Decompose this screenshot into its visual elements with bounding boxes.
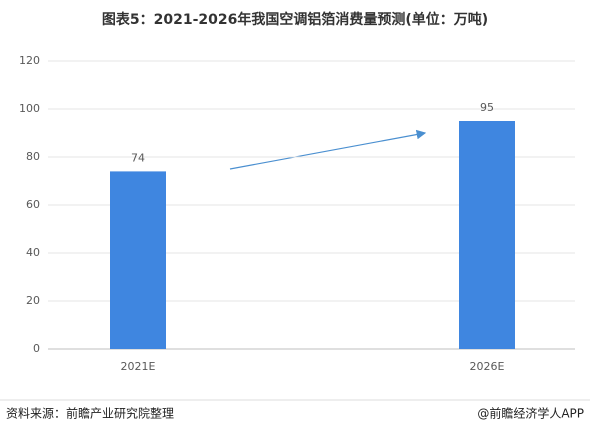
x-tick-label: 2026E (470, 360, 505, 373)
bar (459, 121, 515, 349)
y-tick-label: 100 (19, 102, 40, 115)
data-label: 74 (131, 151, 145, 164)
bar (110, 171, 166, 349)
data-label: 95 (480, 101, 494, 114)
x-tick-label: 2021E (121, 360, 156, 373)
y-tick-label: 60 (26, 198, 40, 211)
trend-arrow (229, 129, 427, 170)
y-tick-label: 40 (26, 246, 40, 259)
y-tick-label: 80 (26, 150, 40, 163)
y-tick-label: 0 (33, 342, 40, 355)
chart-title: 图表5：2021-2026年我国空调铝箔消费量预测(单位：万吨) (102, 11, 488, 28)
y-tick-label: 120 (19, 54, 40, 67)
source-note: 资料来源：前瞻产业研究院整理 (6, 406, 174, 421)
y-tick-label: 20 (26, 294, 40, 307)
credit: @前瞻经济学人APP (477, 406, 584, 421)
